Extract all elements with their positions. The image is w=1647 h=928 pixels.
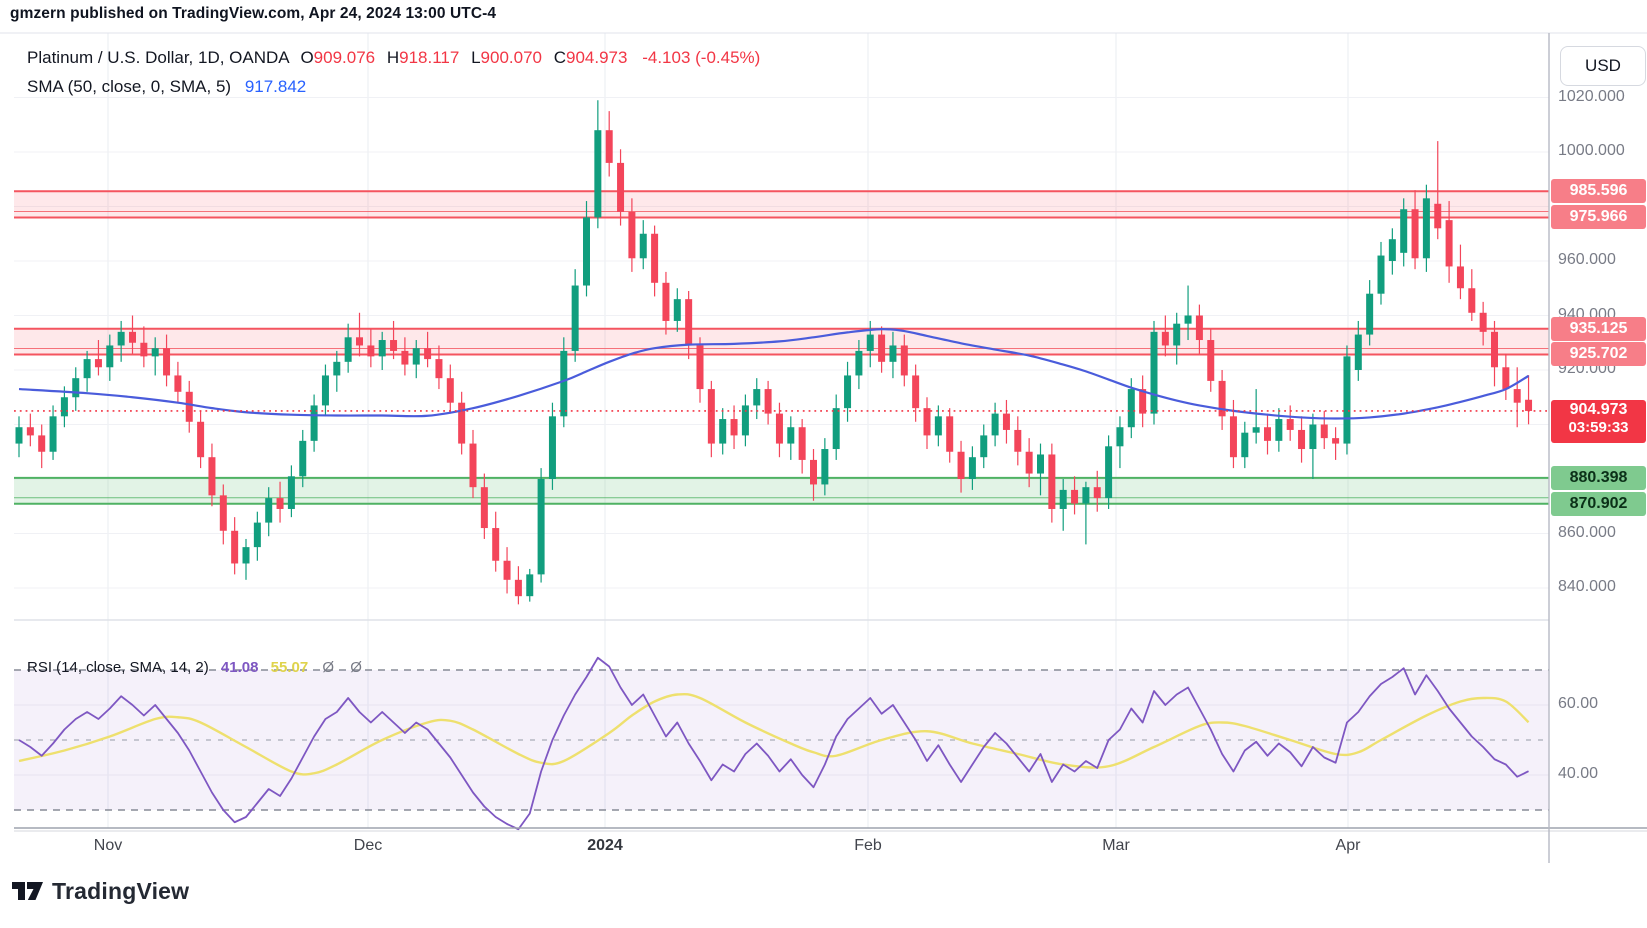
candles (15, 100, 1533, 605)
rsi-tick-label: 60.00 (1558, 695, 1599, 712)
sma-value: 917.842 (244, 77, 307, 96)
attribution-text: gmzern published on TradingView.com, Apr… (10, 5, 497, 22)
rsi-value: 41.08 (220, 659, 259, 676)
bar-countdown-timer: 03:59:33 (1568, 418, 1629, 436)
high-label: H (386, 48, 400, 67)
resistance-level-badge: 985.596 (1551, 179, 1646, 204)
close-label: C (553, 48, 567, 67)
symbol-title[interactable]: Platinum / U.S. Dollar, 1D, OANDA (27, 48, 289, 67)
symbol-legend[interactable]: Platinum / U.S. Dollar, 1D, OANDA O909.0… (27, 48, 760, 68)
last-price-value: 904.973 (1569, 400, 1628, 418)
close-value: 904.973 (566, 48, 628, 67)
resistance-level-badge: 975.966 (1551, 205, 1646, 230)
time-axis-label: Mar (1102, 837, 1130, 854)
tradingview-logo-icon (12, 882, 43, 900)
last-price-badge: 904.973 03:59:33 (1551, 399, 1646, 443)
price-tick-label: 1000.000 (1558, 142, 1625, 159)
time-axis-label: Dec (353, 837, 383, 854)
time-axis-label: Apr (1335, 837, 1361, 854)
low-label: L (471, 48, 481, 67)
high-value: 918.117 (399, 48, 460, 67)
rsi-title: RSI (14, close, SMA, 14, 2) (27, 659, 209, 676)
rsi-legend[interactable]: RSI (14, close, SMA, 14, 2) 41.08 55.07 … (27, 659, 368, 676)
time-axis-label: Nov (93, 837, 123, 854)
rsi-tick-label: 40.00 (1558, 765, 1599, 782)
tradingview-footer[interactable]: TradingView (12, 876, 189, 906)
price-tick-label: 860.000 (1558, 523, 1616, 541)
price-zones (14, 190, 1549, 505)
support-level-badge: 880.398 (1551, 465, 1646, 490)
change-value: -4.103 (-0.45%) (642, 48, 761, 67)
sma-label: SMA (50, close, 0, SMA, 5) (27, 77, 232, 96)
rsi-signal-value: 55.07 (270, 659, 309, 676)
pane-frame (0, 32, 1647, 863)
support-level-badge: 870.902 (1551, 491, 1646, 516)
rsi-zero-values: Ø Ø (322, 659, 368, 676)
price-tick-label: 840.000 (1558, 578, 1616, 595)
resistance-level-badge: 935.125 (1551, 316, 1646, 341)
currency-toggle-button[interactable]: USD (1560, 46, 1646, 86)
rsi-line (18, 656, 1529, 831)
resistance-level-badge: 925.702 (1551, 342, 1646, 367)
open-label: O (300, 48, 314, 67)
price-tick-label: 1020.000 (1558, 87, 1625, 105)
time-axis-label: Feb (854, 837, 882, 854)
rsi-sma-line (18, 692, 1530, 776)
sma50-line (18, 327, 1530, 420)
low-value: 900.070 (480, 48, 542, 67)
rsi-levels (14, 669, 1549, 811)
sma-legend[interactable]: SMA (50, close, 0, SMA, 5) 917.842 (27, 77, 306, 97)
open-value: 909.076 (313, 48, 376, 67)
tradingview-brand-text: TradingView (52, 877, 190, 904)
price-tick-label: 960.000 (1558, 251, 1616, 268)
time-axis-label: 2024 (587, 837, 623, 854)
